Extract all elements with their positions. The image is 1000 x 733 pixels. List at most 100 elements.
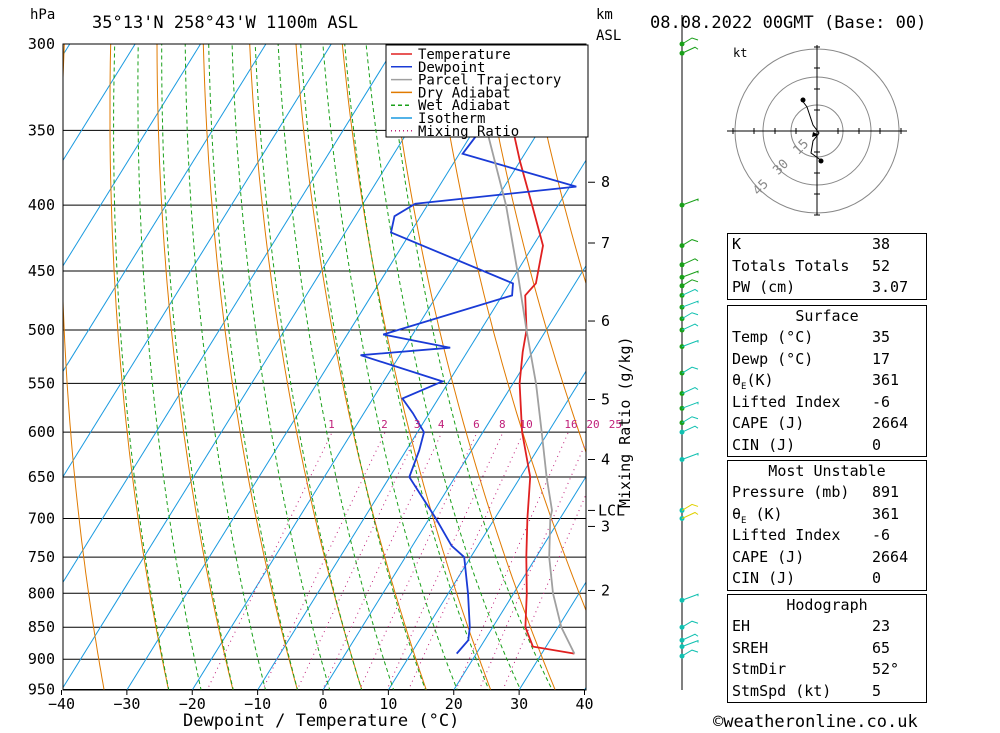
hodograph-value: 5	[872, 681, 882, 700]
km-tick-label: 4	[601, 450, 610, 468]
dry-adiabat-line	[249, 44, 363, 690]
most-unstable-row: CIN (J) 0	[728, 568, 926, 590]
x-tick-label: −30	[113, 695, 140, 713]
legend-label: Isotherm	[418, 111, 485, 127]
legend-label: Wet Adiabat	[418, 98, 511, 114]
isotherm-line	[191, 53, 586, 690]
hodograph-value: 23	[872, 617, 891, 635]
mixing-ratio-line	[296, 431, 419, 690]
most-unstable-box: Most Unstable Pressure (mb) 891 θE (K) 361 Li…	[727, 460, 927, 591]
hodograph-value: 52°	[872, 660, 900, 678]
pressure-tick-label: 450	[28, 262, 55, 280]
wet-adiabat-line	[231, 44, 331, 690]
wind-barb	[681, 198, 699, 206]
hodograph-ring-label: 30	[770, 157, 792, 179]
dewpoint-profile	[360, 48, 586, 655]
surface-value: 0	[872, 435, 882, 454]
hodograph-box-title: Hodograph	[786, 596, 868, 614]
x-tick-label: 20	[445, 695, 463, 713]
wind-barb	[681, 452, 699, 460]
most-unstable-title: Most Unstable	[768, 462, 886, 480]
wind-barb	[681, 386, 699, 394]
index-label: Totals Totals	[732, 256, 850, 275]
km-tick-label: 7	[601, 234, 610, 252]
hodograph-value: 65	[872, 638, 891, 657]
x-tick-label: −40	[48, 695, 75, 713]
wet-adiabat-line	[208, 44, 299, 690]
index-row: PW (cm) 3.07	[728, 277, 926, 299]
legend-label: Temperature	[418, 47, 511, 63]
hodograph-ring-label: 45	[750, 177, 772, 199]
pressure-tick-label: 650	[28, 468, 55, 486]
mixing-ratio-label: 6	[473, 418, 480, 431]
dry-adiabat-line	[388, 44, 556, 690]
hodograph-trace	[800, 98, 823, 162]
mixing-ratio-line	[206, 431, 333, 690]
pressure-tick-label: 350	[28, 121, 55, 139]
km-tick-label: 8	[601, 173, 610, 191]
dry-adiabat-line	[341, 44, 492, 690]
surface-row: θE(K) 361	[728, 370, 926, 392]
surface-value: 17	[872, 349, 891, 368]
hodograph-row: EH 23	[728, 616, 926, 638]
surface-row: CAPE (J) 2664	[728, 413, 926, 435]
km-tick-label: 2	[601, 581, 610, 599]
isotherm-line	[0, 44, 4, 733]
isotherm-line	[518, 581, 586, 690]
surface-row: Lifted Index -6	[728, 392, 926, 414]
index-value: 52	[872, 256, 891, 275]
wind-barb	[681, 300, 699, 308]
wind-barb	[681, 401, 699, 409]
hodograph-row: StmSpd (kt) 5	[728, 681, 926, 703]
most-unstable-value: 2664	[872, 547, 909, 566]
plot-frame	[62, 43, 587, 691]
isotherm-line	[322, 264, 586, 690]
wind-barb	[681, 258, 699, 266]
wind-barb	[681, 511, 699, 519]
mixing-ratio-label: 3	[414, 418, 421, 431]
km-tick-label: 6	[601, 312, 610, 330]
wind-barb	[681, 503, 699, 511]
most-unstable-label: Pressure (mb)	[732, 483, 850, 501]
most-unstable-label: CIN (J)	[732, 569, 796, 587]
dry-adiabat-line	[156, 44, 234, 690]
most-unstable-row: θE (K) 361	[728, 504, 926, 526]
mixing-ratio-label: 16	[564, 418, 577, 431]
date-title: 08.08.2022 00GMT (Base: 00)	[650, 13, 926, 33]
isotherm-line	[63, 44, 463, 689]
km-tick-label: 3	[601, 517, 610, 535]
isotherm-line	[126, 44, 528, 690]
isotherm-line	[63, 44, 201, 267]
mixing-ratio-line	[321, 431, 443, 690]
most-unstable-row: Pressure (mb) 891	[728, 482, 926, 504]
most-unstable-label: Lifted Index	[732, 526, 841, 544]
most-unstable-row: CAPE (J) 2664	[728, 547, 926, 569]
wind-barb	[681, 270, 699, 278]
pressure-tick-label: 400	[28, 196, 55, 214]
isotherm-line	[63, 44, 332, 478]
mixing-ratio-label: 20	[586, 418, 599, 431]
surface-label: Dewp (°C)	[732, 349, 814, 368]
wind-barb	[681, 323, 699, 331]
mixing-ratio-line	[358, 431, 478, 690]
wind-barb	[681, 366, 699, 374]
surface-label: Temp (°C)	[732, 328, 814, 346]
x-tick-label: 10	[379, 695, 397, 713]
wind-barb	[681, 46, 699, 54]
wet-adiabat-line	[322, 44, 458, 690]
hodograph-point	[800, 97, 806, 103]
dry-adiabat-line	[63, 44, 105, 690]
dry-adiabat-line	[434, 44, 586, 612]
index-row: K 38	[728, 234, 926, 256]
pressure-tick-label: 850	[28, 618, 55, 636]
pressure-tick-label: 750	[28, 548, 55, 566]
isotherm-line	[63, 44, 398, 584]
parcel-trajectory-profile	[473, 97, 576, 655]
hodograph-unit-label: kt	[733, 46, 747, 60]
wind-barb	[681, 312, 699, 320]
wet-adiabat-line	[344, 44, 490, 690]
wind-barb	[681, 649, 699, 657]
pressure-tick-label: 900	[28, 650, 55, 668]
wet-adiabat-line	[161, 44, 234, 690]
